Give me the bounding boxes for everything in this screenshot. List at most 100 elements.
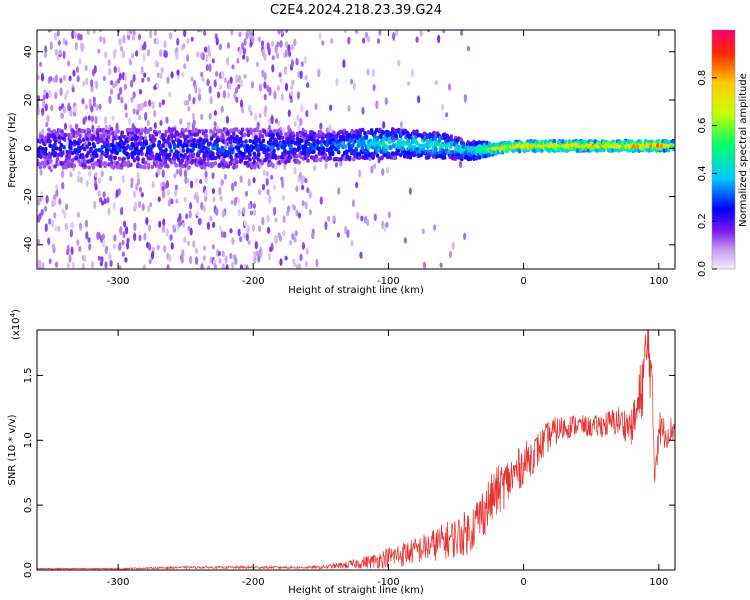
spectrogram-cell	[78, 139, 83, 144]
spectrogram-cell	[672, 142, 675, 148]
spectrogram-cells	[37, 30, 675, 269]
spectrogram-cell	[324, 162, 328, 170]
spectrogram-cell	[98, 103, 102, 110]
spectrogram-cell	[169, 32, 173, 40]
spectrogram-cell	[371, 69, 375, 78]
spectrogram-cell	[213, 263, 217, 269]
spectrogram-cell	[301, 184, 305, 191]
spectrogram-cell	[336, 149, 341, 155]
spectrogram-cell	[96, 231, 100, 241]
x-tick-label: -200	[242, 577, 265, 588]
spectrogram-cell	[270, 115, 274, 125]
spectrogram-cell	[153, 30, 158, 37]
spectrogram-cell	[67, 149, 72, 155]
spectrogram-cell	[463, 155, 468, 160]
spectrogram-cell	[85, 231, 89, 240]
spectrogram-cell	[164, 50, 168, 59]
spectrogram-cell	[236, 145, 241, 151]
spectrogram-cell	[339, 160, 343, 167]
spectrogram-cell	[379, 135, 383, 140]
spectrogram-cell	[178, 220, 182, 228]
spectrogram-cell	[205, 138, 209, 143]
spectrogram-cell	[192, 97, 196, 105]
spectrogram-cell	[220, 230, 224, 238]
spectrogram-cell	[216, 91, 221, 99]
spectrogram-cell	[385, 154, 390, 160]
spectrogram-cell	[150, 250, 155, 260]
spectrogram-cell	[161, 225, 166, 233]
spectrogram-cell	[142, 52, 146, 62]
spectrogram-cell	[132, 30, 136, 37]
spectrogram-cell	[210, 163, 215, 168]
spectrogram-cell	[352, 82, 356, 91]
spectrogram-x-ticks: -300 -200 -100 0 100	[107, 30, 668, 287]
spectrogram-cell	[166, 264, 170, 269]
spectrogram-cell	[254, 113, 258, 121]
spectrogram-cell	[407, 144, 411, 150]
spectrogram-cell	[289, 144, 293, 150]
spectrogram-cell	[223, 173, 227, 180]
spectrogram-cell	[301, 241, 306, 250]
spectrogram-cell	[102, 191, 106, 199]
x-tick-label: -300	[107, 577, 130, 588]
spectrogram-cell	[48, 139, 52, 144]
spectrogram-cell	[54, 225, 58, 232]
spectrogram-cell	[200, 71, 204, 78]
spectrogram-cell	[107, 145, 112, 151]
spectrogram-cell	[156, 72, 161, 78]
spectrogram-cell	[293, 38, 297, 47]
spectrogram-cell	[274, 139, 279, 144]
spectrogram-cell	[168, 253, 172, 263]
spectrogram-cell	[362, 37, 366, 44]
spectrogram-cell	[250, 128, 254, 133]
spectrogram-cell	[321, 146, 325, 152]
spectrogram-cell	[97, 190, 101, 197]
spectrogram-cell	[40, 73, 45, 82]
spectrogram-cell	[232, 131, 236, 137]
spectrogram-cell	[108, 95, 112, 104]
spectrogram-cell	[273, 153, 277, 159]
spectrogram-cell	[118, 148, 122, 153]
spectrogram-cell	[433, 224, 437, 231]
spectrogram-cell	[297, 124, 301, 133]
spectrogram-cell	[355, 30, 359, 34]
spectrogram-cell	[102, 137, 107, 142]
spectrogram-cell	[208, 51, 212, 58]
spectrogram-cell	[290, 139, 295, 145]
spectrogram-cell	[246, 225, 250, 234]
spectrogram-cell	[157, 130, 162, 135]
spectrogram-cell	[458, 160, 463, 169]
spectrogram-cell	[363, 131, 367, 136]
spectrogram-cell	[263, 52, 267, 61]
spectrogram-cell	[61, 161, 66, 166]
spectrogram-cell	[92, 30, 96, 34]
colorbar: 0.0 0.2 0.4 0.6 0.8 Normalized spectral ampl…	[697, 29, 749, 277]
spectrogram-cell	[175, 198, 179, 204]
snr-y-ticks: 0.0 0.5 1.0 1.5	[23, 367, 675, 578]
spectrogram-cell	[87, 141, 92, 147]
spectrogram-cell	[342, 156, 346, 161]
spectrogram-cell	[160, 66, 164, 74]
spectrogram-cell	[224, 255, 228, 264]
spectrogram-cell	[277, 30, 281, 35]
spectrogram-cell	[254, 241, 258, 250]
spectrogram-cell	[161, 99, 165, 106]
spectrogram-cell	[256, 126, 260, 133]
spectrogram-cell	[118, 242, 122, 251]
spectrogram-cell	[107, 207, 111, 216]
spectrogram-cell	[283, 163, 287, 171]
spectrogram-cell	[147, 242, 152, 251]
colorbar-frame	[711, 29, 736, 270]
spectrogram-cell	[194, 256, 199, 265]
spectrogram-cell	[185, 134, 190, 139]
spectrogram-cell	[181, 148, 186, 153]
spectrogram-cell	[611, 148, 615, 153]
spectrogram-cell	[442, 155, 447, 160]
spectrogram-cell	[112, 82, 116, 89]
spectrogram-cell	[58, 49, 62, 56]
spectrogram-cell	[111, 115, 115, 121]
spectrogram-cell	[52, 198, 57, 207]
spectrogram-cell	[313, 165, 317, 172]
spectrogram-cell	[242, 232, 246, 239]
